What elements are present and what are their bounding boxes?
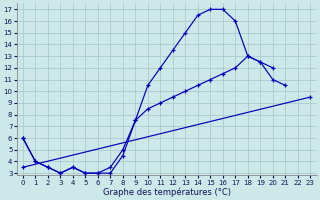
X-axis label: Graphe des températures (°C): Graphe des températures (°C)	[103, 187, 231, 197]
